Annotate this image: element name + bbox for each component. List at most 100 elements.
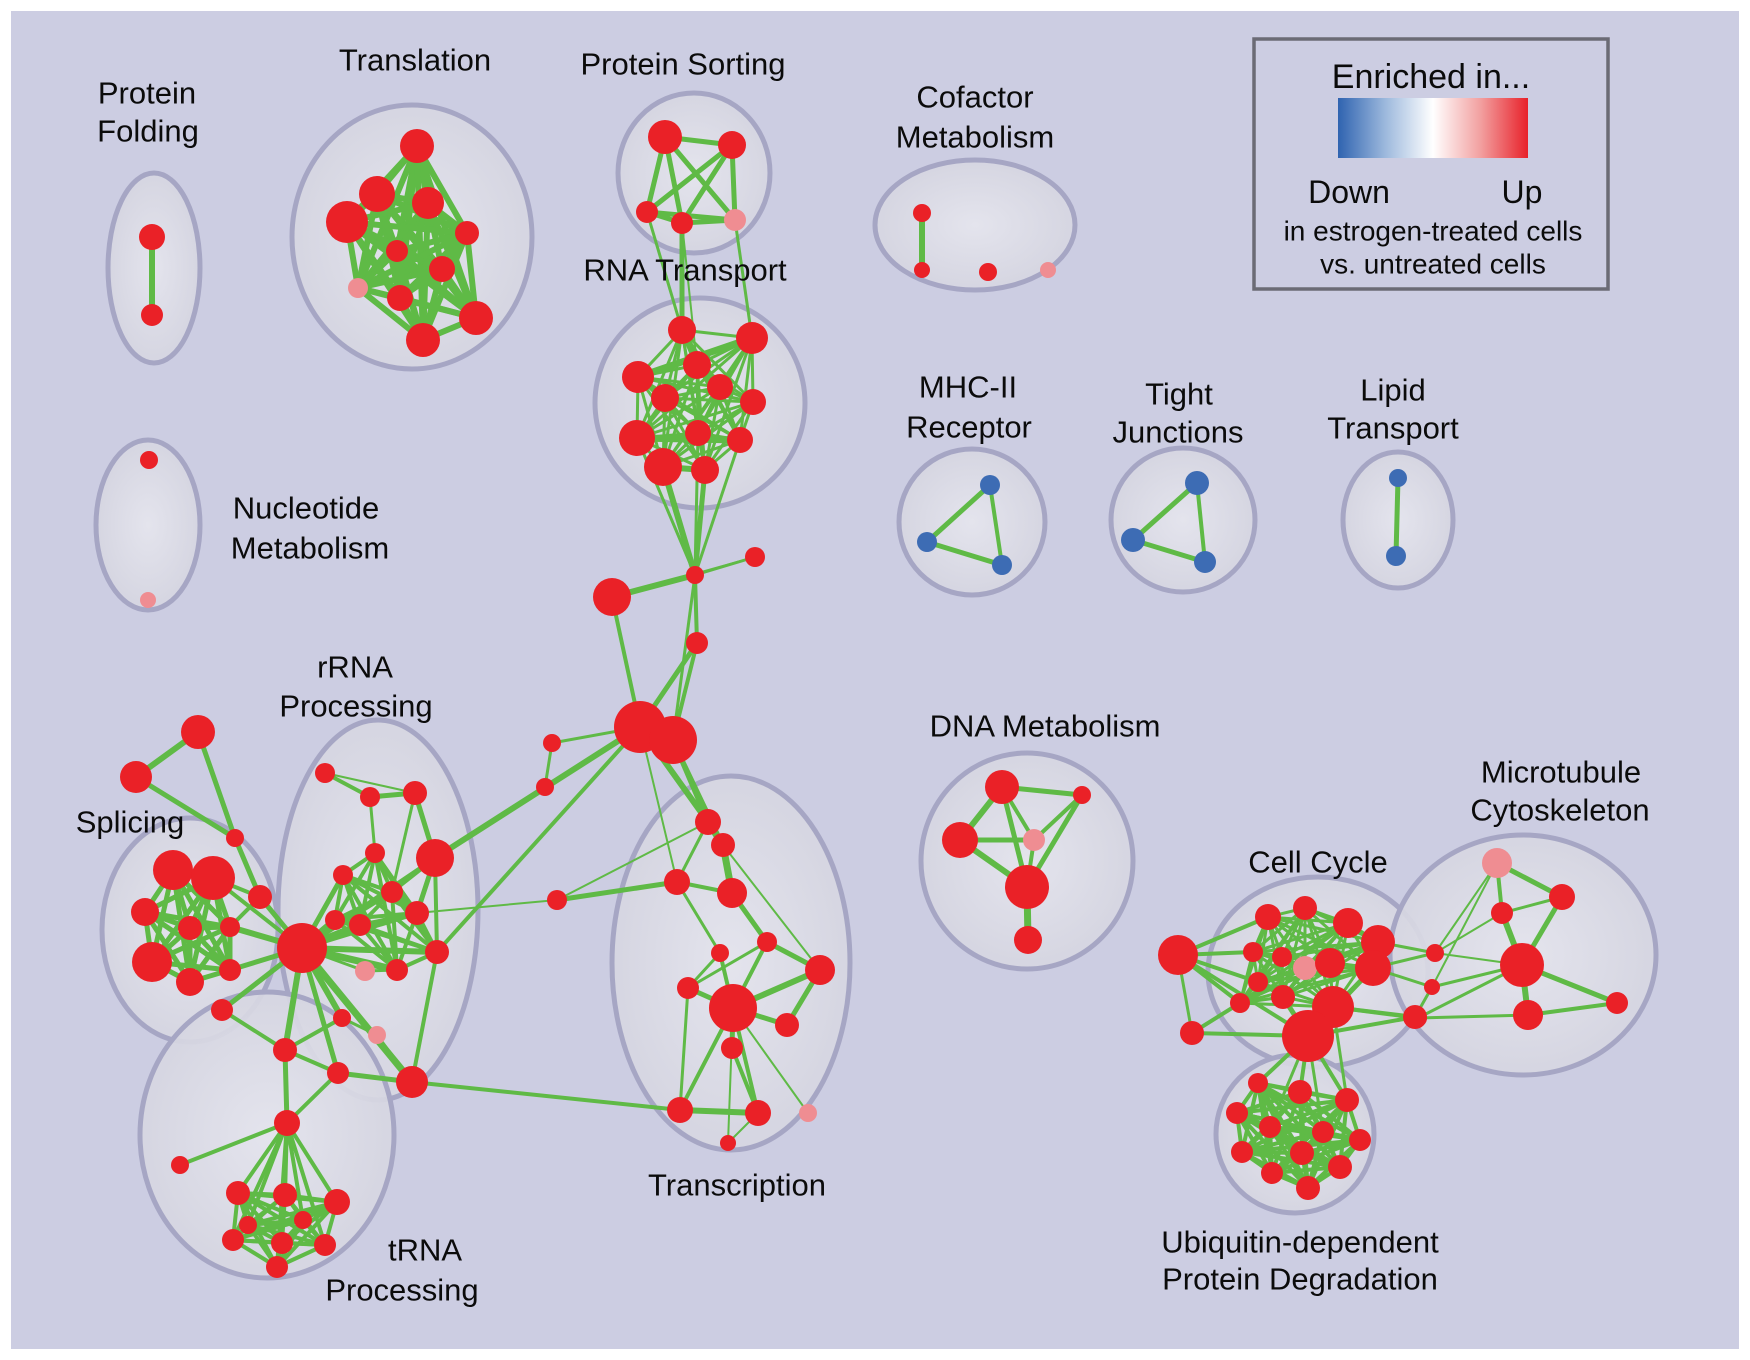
gene-set-node-w5-up — [396, 1066, 428, 1098]
edge — [195, 729, 238, 841]
cluster-label-trna-processing: tRNA — [388, 1233, 462, 1268]
gene-set-node-t9-up — [387, 285, 413, 311]
gene-set-node-x13-up — [745, 1100, 771, 1126]
edge-clique — [1251, 921, 1350, 954]
cluster-label-rrna-processing: Processing — [279, 689, 432, 724]
cluster-label-protein-folding: Folding — [97, 114, 199, 149]
gene-set-node-mh3-down — [992, 555, 1012, 575]
gene-set-node-x5-up — [547, 890, 567, 910]
gene-set-node-q1-up — [1255, 904, 1281, 930]
gene-set-node-pf1-up — [139, 224, 165, 250]
edge-clique — [738, 336, 754, 442]
gene-set-node-g5-up — [1606, 992, 1628, 1014]
gene-set-node-t5-up — [455, 221, 479, 245]
gene-set-node-x7-up — [711, 944, 729, 962]
gene-set-node-rt10-up — [727, 427, 753, 453]
legend-caption: in estrogen-treated cells — [1284, 216, 1583, 247]
edge — [435, 725, 642, 954]
edge — [677, 1107, 761, 1116]
gene-set-node-h4-up — [536, 778, 554, 796]
edge — [300, 856, 437, 950]
gene-set-node-k9-up — [266, 1256, 288, 1278]
gene-set-node-d1-up — [985, 770, 1019, 804]
edge — [1393, 475, 1401, 559]
edge-clique — [355, 266, 445, 291]
cluster-label-splicing: Splicing — [76, 805, 185, 840]
edge-clique — [1256, 966, 1375, 984]
gene-set-node-ps4-up — [671, 212, 693, 234]
gene-set-node-x4-up — [717, 878, 747, 908]
gene-set-node-cf3-up — [979, 263, 997, 281]
edge-clique — [662, 134, 738, 223]
edge — [178, 1121, 289, 1167]
gene-set-node-u6-up — [1312, 1121, 1334, 1143]
legend-color-scale-bar — [1338, 98, 1528, 158]
cluster-label-translation: Translation — [339, 43, 491, 78]
gene-set-node-r8-up — [349, 914, 371, 936]
gene-set-node-g1-up — [1549, 884, 1575, 910]
gene-set-node-sp3-up — [131, 898, 159, 926]
gene-set-node-w4-up — [327, 1062, 349, 1084]
edge — [324, 772, 416, 794]
gene-set-node-cf4-mild-up — [1040, 262, 1056, 278]
gene-set-node-u2-up — [1288, 1080, 1312, 1104]
gene-set-node-c1-up — [686, 566, 704, 584]
gene-set-node-q9-up — [1355, 950, 1391, 986]
gene-set-node-w3-up — [273, 1038, 297, 1062]
legend-down-label: Down — [1308, 174, 1390, 210]
gene-set-node-r11-up — [425, 940, 449, 964]
cluster-label-tight-junctions: Junctions — [1113, 415, 1244, 450]
gene-set-node-b1-up — [1426, 944, 1444, 962]
gene-set-node-nm2-mild-up — [140, 592, 156, 608]
gene-set-node-ps3-up — [636, 201, 658, 223]
gene-set-node-k1-up — [226, 1181, 250, 1205]
gene-set-node-sp6-up — [132, 942, 172, 982]
gene-set-node-x15-up — [720, 1135, 736, 1151]
cluster-label-microtubule-cytoskeleton: Cytoskeleton — [1470, 793, 1649, 828]
gene-set-node-s4-up — [248, 885, 272, 909]
gene-set-node-b3-up — [1409, 1009, 1427, 1027]
cluster-label-microtubule-cytoskeleton: Microtubule — [1481, 755, 1641, 790]
edge-clique — [679, 142, 735, 226]
edge — [639, 726, 678, 883]
gene-set-node-sp7-up — [176, 968, 204, 996]
gene-set-node-h3-up — [543, 734, 561, 752]
cluster-label-rrna-processing: rRNA — [317, 650, 393, 685]
cluster-ellipse-nucleotide-metabolism — [93, 437, 203, 613]
gene-set-node-x2-up — [711, 833, 735, 857]
gene-set-node-r7-up — [405, 901, 429, 925]
gene-set-node-q7-mild-up — [1293, 956, 1317, 980]
gene-set-node-ps5-mild-up — [724, 209, 746, 231]
edge — [1130, 537, 1208, 565]
gene-set-node-x1-up — [695, 809, 721, 835]
edge — [220, 1008, 287, 1052]
gene-set-node-hub-up — [277, 923, 327, 973]
cluster-ellipse-dna-metabolism — [918, 750, 1136, 972]
edge-clique — [635, 400, 755, 440]
edge-clique — [236, 1121, 289, 1195]
gene-set-node-u10-up — [1328, 1155, 1352, 1179]
gene-set-node-k6-up — [222, 1229, 244, 1251]
gene-set-node-cf1-up — [913, 204, 931, 222]
gene-set-node-u12-up — [1296, 1176, 1320, 1200]
gene-set-node-t3-up — [412, 187, 444, 219]
gene-set-node-u4-up — [1226, 1102, 1248, 1124]
cluster-ellipse-tight-junctions — [1108, 445, 1258, 595]
gene-set-node-t7-up — [429, 256, 455, 282]
gene-set-node-t8-mild-up — [348, 278, 368, 298]
gene-set-node-r10-up — [386, 959, 408, 981]
edge — [924, 482, 993, 545]
gene-set-node-q8-up — [1315, 948, 1345, 978]
edge — [693, 438, 742, 577]
edge — [733, 218, 754, 340]
gene-set-node-k4-up — [239, 1216, 257, 1234]
edge — [390, 791, 417, 894]
gene-set-node-nm1-up — [140, 451, 158, 469]
edge-clique — [425, 200, 479, 321]
gene-set-node-q10-up — [1248, 972, 1268, 992]
gene-set-node-q3-up — [1333, 908, 1363, 938]
gene-set-node-t10-up — [459, 301, 493, 335]
gene-set-node-x14-mild-up — [799, 1104, 817, 1122]
gene-set-node-t6-up — [386, 240, 408, 262]
edge-clique — [1235, 1098, 1349, 1115]
